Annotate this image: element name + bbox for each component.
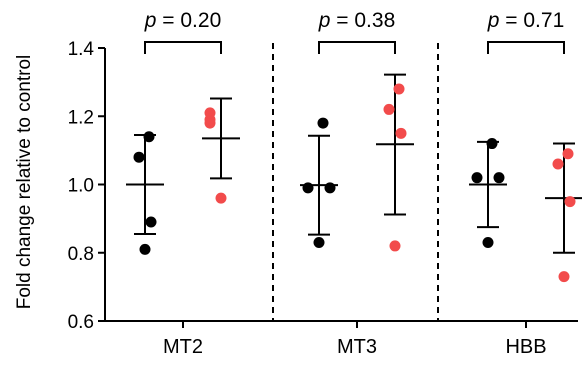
group-separators — [272, 43, 439, 321]
p-symbol: p — [318, 9, 331, 32]
comparison-bracket — [487, 41, 565, 54]
data-point-treated — [393, 83, 405, 95]
data-point-control — [145, 216, 157, 228]
x-tick-label: MT3 — [337, 336, 377, 358]
p-value-text: = 0.71 — [499, 9, 564, 32]
data-point-treated — [558, 271, 570, 283]
data-point-treated — [389, 240, 401, 252]
data-point-control — [493, 172, 505, 184]
comparison-bracket — [144, 41, 222, 54]
data-point-control — [482, 237, 494, 249]
data-point-control — [143, 131, 155, 143]
y-tick-label: 1.2 — [68, 107, 94, 128]
y-tick-label: 0.8 — [68, 244, 94, 265]
data-point-treated — [395, 127, 407, 139]
data-point-control — [471, 172, 483, 184]
p-value-text: = 0.20 — [156, 9, 221, 32]
data-point-control — [313, 237, 325, 249]
data-point-treated — [564, 196, 576, 208]
y-axis-label: Fold change relative to control — [14, 55, 35, 310]
data-point-control — [324, 182, 336, 194]
p-value-label: p = 0.20 — [144, 9, 222, 32]
data-point-control — [317, 117, 329, 129]
p-value-text: = 0.38 — [330, 9, 395, 32]
data-point-control — [486, 138, 498, 150]
p-value-label: p = 0.71 — [487, 9, 565, 32]
data-marks — [126, 73, 582, 283]
data-point-treated — [383, 103, 395, 115]
data-point-treated — [552, 158, 564, 170]
data-point-treated — [562, 148, 574, 160]
p-symbol: p — [487, 9, 500, 32]
x-tick-label: MT2 — [163, 336, 203, 358]
axes: 0.6 0.8 1.0 1.2 1.4 MT2 MT3 HBB — [68, 39, 578, 358]
p-symbol: p — [144, 9, 157, 32]
data-point-control — [133, 151, 145, 163]
y-tick-label: 1.4 — [68, 39, 95, 60]
data-point-treated — [204, 107, 216, 119]
p-value-annotations: p = 0.20 p = 0.38 p = 0.71 — [144, 9, 565, 54]
y-tick-label: 0.6 — [68, 312, 94, 333]
y-tick-label: 1.0 — [68, 176, 94, 197]
x-tick-label: HBB — [505, 336, 546, 358]
data-point-treated — [215, 192, 227, 204]
data-point-control — [302, 182, 314, 194]
comparison-bracket — [318, 41, 396, 54]
data-point-control — [139, 243, 151, 255]
p-value-label: p = 0.38 — [318, 9, 396, 32]
